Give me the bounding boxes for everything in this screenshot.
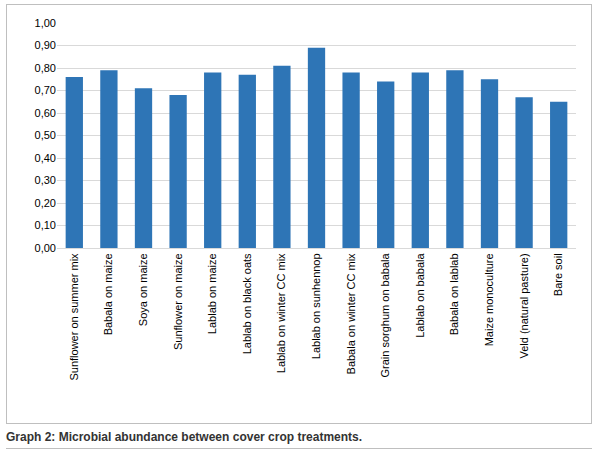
svg-text:Grain sorghum on babala: Grain sorghum on babala [379, 253, 391, 378]
svg-text:Babala on maize: Babala on maize [102, 253, 114, 335]
svg-text:Sunflower on maize: Sunflower on maize [172, 253, 184, 350]
svg-text:0,40: 0,40 [35, 152, 56, 164]
svg-text:0,50: 0,50 [35, 129, 56, 141]
svg-text:Lablab on winter CC mix: Lablab on winter CC mix [275, 253, 287, 373]
svg-text:0,60: 0,60 [35, 107, 56, 119]
svg-text:Bare soil: Bare soil [552, 253, 564, 296]
svg-text:0,70: 0,70 [35, 84, 56, 96]
svg-text:0,90: 0,90 [35, 39, 56, 51]
svg-text:Lablab on black oats: Lablab on black oats [241, 253, 253, 354]
svg-text:Lablab on maize: Lablab on maize [206, 253, 218, 334]
svg-text:Veld (natural pasture): Veld (natural pasture) [518, 253, 530, 358]
svg-text:0,30: 0,30 [35, 174, 56, 186]
svg-text:Soya on maize: Soya on maize [137, 253, 149, 326]
svg-text:Maize monoculture: Maize monoculture [483, 253, 495, 346]
svg-text:Lablab on sunhennop: Lablab on sunhennop [310, 253, 322, 359]
svg-text:1,00: 1,00 [35, 17, 56, 29]
svg-text:Lablab on babala: Lablab on babala [414, 253, 426, 338]
svg-text:0,20: 0,20 [35, 197, 56, 209]
svg-text:0,00: 0,00 [35, 242, 56, 254]
svg-text:0,80: 0,80 [35, 62, 56, 74]
svg-text:Babala on winter CC mix: Babala on winter CC mix [345, 253, 357, 375]
html-text:Graph 2: Microbial abundance b: Graph 2: Microbial abundance between cov… [6, 430, 363, 444]
svg-text:Babala on lablab: Babala on lablab [448, 253, 460, 335]
svg-text:0,10: 0,10 [35, 219, 56, 231]
svg-text:Sunflower on summer mix: Sunflower on summer mix [68, 253, 80, 381]
